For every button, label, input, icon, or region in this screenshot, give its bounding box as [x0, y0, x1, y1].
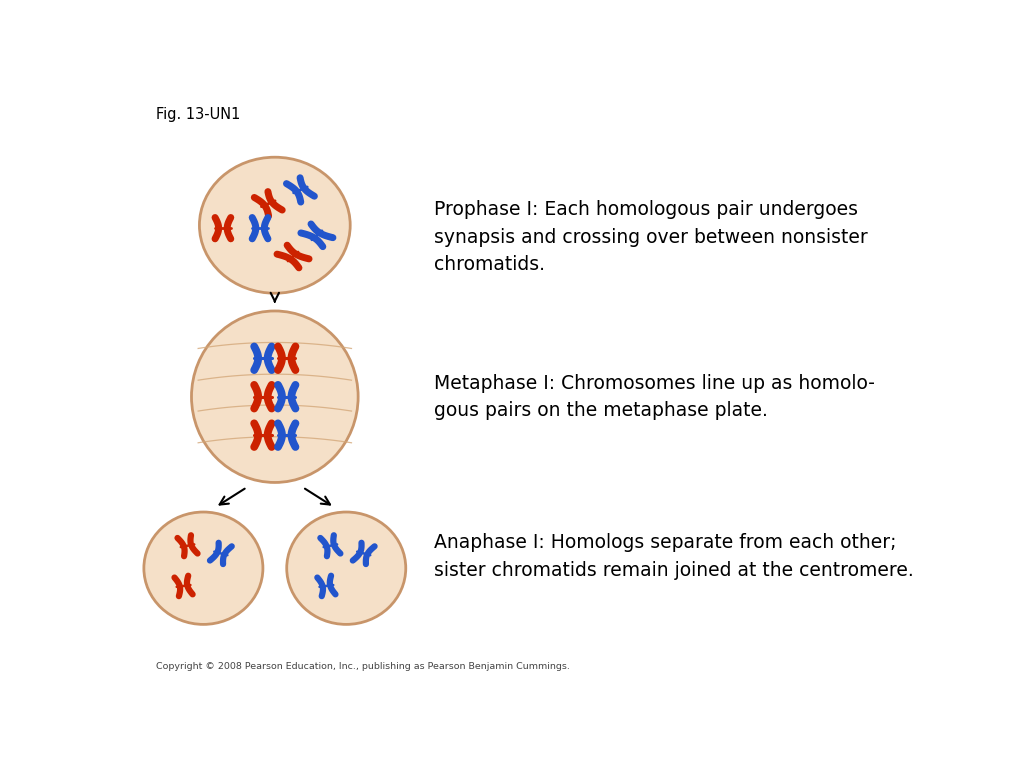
Ellipse shape: [287, 512, 406, 624]
Ellipse shape: [143, 512, 263, 624]
Text: Prophase I: Each homologous pair undergoes
synapsis and crossing over between no: Prophase I: Each homologous pair undergo…: [433, 200, 867, 274]
Ellipse shape: [197, 316, 353, 478]
Text: Copyright © 2008 Pearson Education, Inc., publishing as Pearson Benjamin Cumming: Copyright © 2008 Pearson Education, Inc.…: [156, 661, 569, 670]
Ellipse shape: [204, 161, 346, 289]
Ellipse shape: [143, 512, 263, 624]
Text: Fig. 13-UN1: Fig. 13-UN1: [156, 107, 241, 122]
Ellipse shape: [217, 174, 332, 277]
Ellipse shape: [290, 515, 402, 621]
Ellipse shape: [207, 326, 343, 467]
Ellipse shape: [200, 157, 350, 293]
Ellipse shape: [212, 332, 338, 462]
Ellipse shape: [191, 311, 358, 482]
Ellipse shape: [202, 321, 348, 472]
Ellipse shape: [191, 311, 358, 482]
Ellipse shape: [287, 512, 406, 624]
Ellipse shape: [209, 165, 341, 285]
Ellipse shape: [213, 170, 337, 281]
Text: Anaphase I: Homologs separate from each other;
sister chromatids remain joined a: Anaphase I: Homologs separate from each …: [433, 533, 913, 580]
Ellipse shape: [301, 525, 391, 611]
Ellipse shape: [155, 522, 252, 614]
Text: Metaphase I: Chromosomes line up as homolo-
gous pairs on the metaphase plate.: Metaphase I: Chromosomes line up as homo…: [433, 373, 874, 420]
Ellipse shape: [294, 518, 398, 617]
Ellipse shape: [147, 515, 259, 621]
Ellipse shape: [158, 525, 249, 611]
Ellipse shape: [297, 522, 395, 614]
Ellipse shape: [151, 518, 256, 617]
Ellipse shape: [200, 157, 350, 293]
